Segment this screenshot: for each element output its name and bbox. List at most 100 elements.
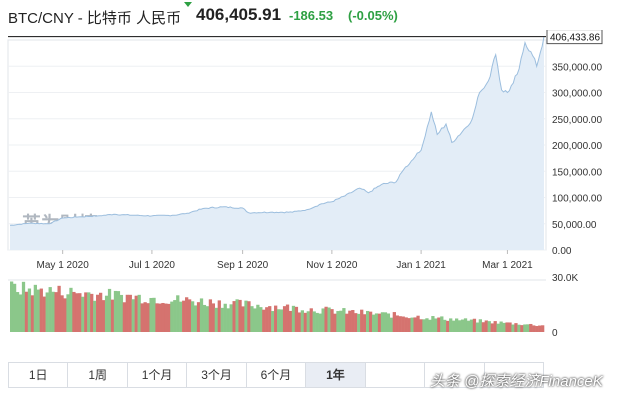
volume-bar	[288, 310, 293, 332]
volume-bar	[336, 311, 340, 332]
volume-bar	[99, 292, 103, 332]
volume-bar	[413, 317, 417, 332]
volume-bar	[277, 309, 281, 332]
volume-bar	[348, 310, 352, 332]
volume-bar	[268, 306, 272, 332]
volume-bar	[437, 317, 441, 332]
volume-bar	[333, 313, 337, 332]
x-tick-label: Sep 1 2020	[217, 260, 269, 271]
volume-bar	[12, 283, 17, 332]
volume-bar	[90, 293, 94, 332]
range-tab[interactable]	[425, 363, 485, 387]
volume-bar	[167, 303, 171, 332]
volume-bar	[514, 323, 518, 332]
volume-bar	[449, 318, 453, 332]
x-tick-label: Jan 1 2021	[396, 260, 446, 271]
volume-bar	[493, 321, 497, 332]
volume-bar	[291, 305, 296, 332]
volume-bar	[321, 308, 325, 332]
volume-bar	[523, 324, 527, 332]
volume-bar	[131, 299, 135, 332]
range-tab[interactable]: 6个月	[247, 363, 307, 387]
volume-bar	[75, 293, 79, 332]
volume-bar	[294, 306, 299, 332]
range-tab[interactable]: 1年	[306, 363, 366, 387]
volume-axis: 0 30.0K	[552, 273, 578, 339]
volume-bar	[143, 302, 147, 332]
change-arrow-icon	[184, 2, 192, 7]
volume-bar	[18, 294, 23, 332]
volume-bar	[253, 308, 257, 332]
volume-bar	[446, 320, 450, 332]
volume-bar	[285, 304, 290, 332]
volume-bar	[392, 312, 396, 332]
volume-bar	[244, 300, 248, 332]
volume-bar	[475, 322, 480, 332]
volume-bar	[164, 303, 168, 332]
x-tick-label: Nov 1 2020	[306, 260, 358, 271]
volume-bar	[487, 321, 491, 332]
volume-bar	[380, 312, 385, 332]
volume-bar	[81, 296, 85, 332]
x-axis: May 1 2020 Jul 1 2020 Sep 1 2020 Nov 1 2020…	[37, 250, 533, 271]
volume-bar	[389, 317, 393, 332]
volume-bar	[472, 318, 477, 332]
y-tick-label: 0.00	[552, 246, 572, 257]
volume-bar	[146, 303, 150, 332]
volume-bar	[247, 301, 251, 332]
volume-bar	[452, 320, 456, 332]
range-tab[interactable]: 1周	[68, 363, 128, 387]
volume-bar	[51, 291, 55, 332]
volume-bar	[457, 320, 462, 332]
volume-bar	[508, 322, 512, 332]
volume-bar	[10, 281, 14, 332]
volume-bar	[57, 285, 61, 332]
volume-tick-label: 0	[552, 328, 558, 339]
volume-bar	[357, 313, 361, 332]
volume-bar	[33, 284, 37, 332]
volume-bar	[404, 317, 408, 332]
volume-bar	[371, 314, 376, 332]
volume-bar	[66, 294, 70, 332]
volume-bar	[93, 300, 97, 332]
range-tab[interactable]: 3个月	[187, 363, 247, 387]
volume-bar	[466, 320, 471, 332]
volume-bar	[345, 313, 349, 332]
volume-bar	[211, 303, 215, 332]
volume-bar	[140, 303, 144, 332]
volume-bar	[490, 323, 494, 332]
range-tab[interactable]	[366, 363, 426, 387]
volume-bar	[226, 308, 230, 332]
last-price-label: 406,433.86	[550, 33, 600, 44]
volume-bar	[401, 316, 405, 332]
range-tab[interactable]: 1个月	[128, 363, 188, 387]
volume-bar	[265, 307, 269, 332]
volume-bar	[330, 309, 334, 332]
volume-bar	[395, 315, 399, 332]
volume-bar	[45, 292, 49, 332]
last-price: 406,405.91	[196, 5, 282, 24]
volume-bar	[235, 299, 239, 332]
x-tick-label: Mar 1 2021	[482, 260, 533, 271]
y-tick-label: 350,000.00	[552, 62, 602, 73]
y-tick-label: 50,000.00	[552, 220, 597, 231]
price-line	[9, 36, 545, 226]
volume-bar	[39, 288, 43, 332]
volume-bar	[137, 294, 141, 332]
volume-bar	[262, 309, 266, 332]
volume-bar	[185, 297, 189, 332]
price-chart[interactable]: 英为财情 Investing.com 406,433.86 0.0050,000…	[0, 30, 640, 360]
volume-bar	[182, 300, 186, 332]
y-tick-label: 250,000.00	[552, 115, 602, 126]
range-tab[interactable]: 1日	[9, 363, 69, 387]
volume-bar	[440, 316, 444, 332]
volume-bar	[54, 292, 58, 332]
x-tick-label: Jul 1 2020	[129, 260, 176, 271]
volume-bar	[179, 301, 183, 332]
volume-bar	[220, 307, 224, 332]
volume-bar	[199, 298, 204, 332]
volume-bar	[499, 321, 503, 332]
volume-bar	[416, 315, 420, 332]
volume-bar	[60, 295, 64, 332]
volume-bar	[21, 281, 26, 332]
